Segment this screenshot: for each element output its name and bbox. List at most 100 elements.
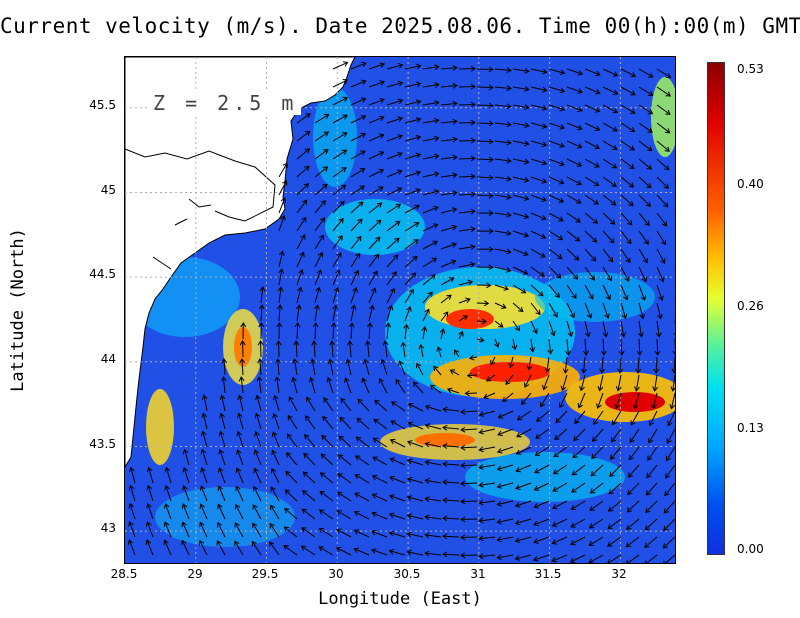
- velocity-arrow-head: [470, 155, 476, 162]
- velocity-arrow: [425, 534, 442, 538]
- velocity-arrow-head: [629, 163, 635, 170]
- velocity-arrow: [656, 104, 671, 115]
- velocity-arrow-head: [295, 304, 302, 310]
- velocity-arrow: [287, 415, 298, 430]
- velocity-arrow: [354, 548, 370, 556]
- velocity-arrow-head: [305, 130, 311, 136]
- velocity-arrow-head: [217, 485, 223, 491]
- velocity-arrow: [566, 266, 578, 280]
- velocity-arrow-head: [506, 157, 512, 164]
- velocity-arrow-head: [532, 328, 538, 335]
- velocity-arrow: [584, 104, 600, 113]
- velocity-arrow-head: [200, 448, 207, 455]
- velocity-arrow-head: [145, 521, 152, 527]
- velocity-arrow-head: [643, 239, 649, 245]
- velocity-arrow-head: [597, 386, 604, 392]
- velocity-arrow-head: [299, 251, 305, 258]
- velocity-arrow-head: [481, 318, 488, 325]
- velocity-arrow-head: [636, 350, 643, 356]
- velocity-arrow: [512, 104, 529, 109]
- velocity-arrow: [584, 266, 595, 281]
- velocity-arrow-head: [432, 240, 438, 246]
- velocity-arrow-head: [270, 467, 277, 474]
- velocity-arrow: [184, 449, 190, 466]
- velocity-arrow: [323, 397, 334, 412]
- velocity-arrow: [386, 271, 397, 286]
- velocity-arrow-head: [424, 532, 430, 539]
- velocity-arrow-head: [424, 514, 430, 521]
- velocity-arrow: [437, 347, 442, 358]
- velocity-arrow-head: [387, 304, 394, 311]
- velocity-arrow: [368, 81, 385, 88]
- velocity-arrow-head: [332, 304, 339, 310]
- velocity-arrow: [440, 67, 457, 70]
- velocity-arrow-head: [317, 251, 324, 258]
- velocity-arrow: [566, 248, 580, 261]
- velocity-arrow: [548, 302, 558, 318]
- velocity-arrow: [314, 131, 329, 142]
- velocity-arrow: [638, 212, 650, 226]
- velocity-arrow-head: [339, 416, 345, 423]
- velocity-arrow-head: [323, 131, 330, 137]
- velocity-arrow-head: [128, 502, 134, 509]
- velocity-arrow-head: [164, 466, 171, 473]
- velocity-arrow: [602, 212, 615, 225]
- velocity-arrow-head: [611, 181, 617, 187]
- velocity-arrow-head: [524, 158, 530, 165]
- velocity-arrow: [278, 197, 286, 214]
- velocity-arrow-head: [379, 80, 385, 86]
- velocity-arrow: [440, 102, 457, 106]
- velocity-arrow: [362, 378, 370, 394]
- velocity-arrow: [589, 536, 604, 546]
- velocity-arrow-head: [407, 402, 414, 409]
- velocity-arrow-head: [371, 529, 377, 536]
- velocity-arrow: [416, 363, 424, 376]
- velocity-arrow-head: [378, 151, 385, 157]
- velocity-arrow-head: [557, 254, 563, 260]
- velocity-arrow-head: [522, 269, 529, 275]
- velocity-arrow: [552, 482, 568, 492]
- velocity-arrow: [443, 463, 460, 466]
- velocity-arrow-head: [361, 61, 367, 68]
- velocity-arrow: [271, 468, 280, 484]
- x-tick-label: 32: [611, 567, 627, 581]
- velocity-arrow-head: [535, 309, 541, 316]
- velocity-arrow-head: [335, 546, 342, 553]
- velocity-arrow: [664, 554, 675, 563]
- velocity-arrow-head: [340, 184, 347, 190]
- velocity-arrow: [672, 374, 675, 391]
- velocity-arrow-head: [478, 517, 484, 524]
- velocity-arrow-head: [542, 384, 548, 391]
- velocity-arrow-head: [488, 84, 494, 91]
- velocity-arrow-head: [319, 490, 325, 497]
- velocity-arrow-head: [588, 558, 594, 563]
- velocity-arrow-head: [627, 489, 633, 496]
- velocity-arrow-head: [282, 180, 288, 186]
- velocity-arrow: [620, 266, 630, 282]
- velocity-arrow-head: [372, 456, 378, 462]
- velocity-arrow-head: [626, 238, 632, 245]
- velocity-arrow-head: [514, 537, 521, 544]
- velocity-arrow-head: [434, 82, 440, 88]
- velocity-arrow: [442, 517, 460, 520]
- velocity-arrow-head: [389, 438, 396, 445]
- velocity-arrow-head: [541, 123, 548, 129]
- velocity-arrow-head: [277, 286, 284, 292]
- velocity-arrow-head: [442, 406, 448, 413]
- velocity-arrow-head: [301, 508, 308, 514]
- velocity-arrow-head: [574, 418, 580, 425]
- x-tick-label: 30: [328, 567, 344, 581]
- velocity-arrow-head: [596, 403, 602, 409]
- velocity-arrow: [479, 518, 496, 522]
- velocity-arrow-head: [648, 420, 655, 427]
- velocity-arrow-head: [468, 354, 475, 361]
- velocity-arrow: [386, 99, 403, 106]
- velocity-arrow: [386, 288, 395, 304]
- velocity-arrow-head: [181, 503, 188, 509]
- velocity-arrow: [476, 302, 489, 305]
- velocity-arrow: [371, 530, 388, 538]
- velocity-arrow-head: [570, 505, 577, 510]
- velocity-arrow-head: [359, 168, 366, 174]
- velocity-arrow: [440, 138, 457, 142]
- velocity-arrow: [301, 545, 316, 556]
